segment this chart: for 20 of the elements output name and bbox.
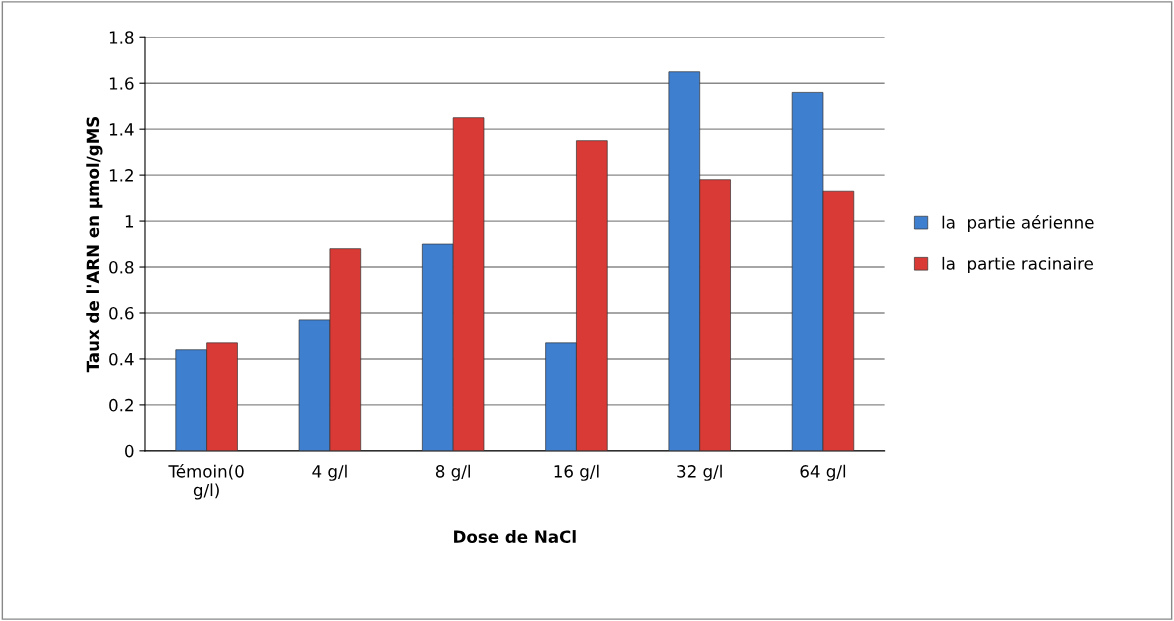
y-tick-label: 1.8 — [109, 31, 134, 44]
y-tick-label: 1.6 — [109, 77, 134, 90]
x-tick-label: Témoin(0 g/l) — [168, 464, 244, 500]
legend-label: la partie aérienne — [942, 215, 1094, 232]
x-tick-label: 4 g/l — [312, 464, 347, 481]
y-axis-title: Taux de l'ARN en µmol/gMS — [86, 116, 103, 373]
y-tick-label: 1.2 — [109, 169, 133, 182]
x-tick-label: 16 g/l — [554, 464, 599, 481]
y-tick-label: 0 — [125, 444, 134, 458]
legend-label: la partie racinaire — [942, 256, 1093, 274]
x-axis-title: Dose de NaCl — [454, 530, 576, 543]
y-tick-label: 0.2 — [109, 398, 133, 412]
y-tick-label: 0.6 — [109, 306, 134, 320]
y-tick-label: 1 — [125, 215, 134, 228]
x-tick-label: 32 g/l — [677, 464, 722, 481]
y-tick-label: 1.4 — [109, 123, 134, 136]
y-tick-label: 0.4 — [109, 352, 134, 366]
x-tick-label: 8 g/l — [435, 464, 470, 481]
x-tick-label: 64 g/l — [800, 464, 846, 481]
y-tick-label: 0.8 — [109, 260, 134, 274]
